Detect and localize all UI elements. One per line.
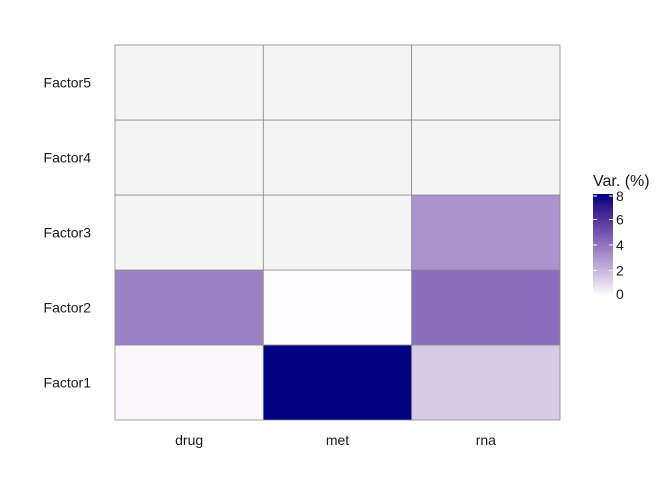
- heatmap-cell-factor3-drug: [114, 194, 264, 271]
- x-tick-label: rna: [476, 432, 496, 448]
- heatmap-cell-factor3-met: [262, 194, 413, 271]
- heatmap-cell-factor4-drug: [114, 119, 264, 196]
- y-tick-label: Factor2: [44, 300, 92, 316]
- heatmap-cell-factor1-met: [262, 344, 413, 421]
- heatmap-cells: [114, 44, 561, 421]
- heatmap-cell-factor1-drug: [114, 344, 264, 421]
- legend: Var. (%) 0 2 4 6 8: [593, 173, 650, 302]
- x-tick-label: drug: [175, 432, 203, 448]
- x-tick-label: met: [326, 432, 349, 448]
- heatmap-cell-factor5-drug: [114, 44, 264, 121]
- heatmap-cell-factor2-met: [262, 269, 413, 346]
- legend-tick-label: 6: [616, 212, 624, 228]
- legend-tick-label: 2: [616, 263, 624, 279]
- y-tick-label: Factor5: [44, 75, 92, 91]
- x-axis-labels: drug met rna: [175, 432, 496, 448]
- heatmap-cell-factor4-met: [262, 119, 413, 196]
- legend-tick-label: 0: [616, 286, 624, 302]
- legend-tick-label: 8: [616, 188, 624, 204]
- heatmap-cell-factor5-met: [262, 44, 413, 121]
- y-tick-label: Factor4: [44, 150, 92, 166]
- y-tick-label: Factor3: [44, 225, 92, 241]
- legend-tick-label: 4: [616, 237, 624, 253]
- heatmap-cell-factor5-rna: [411, 44, 561, 121]
- legend-title: Var. (%): [593, 173, 650, 190]
- y-tick-label: Factor1: [44, 375, 92, 391]
- y-axis-labels: Factor1 Factor2 Factor3 Factor4 Factor5: [44, 75, 92, 391]
- heatmap-cell-factor3-rna: [411, 194, 561, 271]
- legend-ticks: 0 2 4 6 8: [593, 188, 624, 302]
- heatmap-cell-factor2-drug: [114, 269, 264, 346]
- legend-colorbar: [593, 194, 613, 296]
- heatmap-cell-factor2-rna: [411, 269, 561, 346]
- heatmap-cell-factor1-rna: [411, 344, 561, 421]
- heatmap-cell-factor4-rna: [411, 119, 561, 196]
